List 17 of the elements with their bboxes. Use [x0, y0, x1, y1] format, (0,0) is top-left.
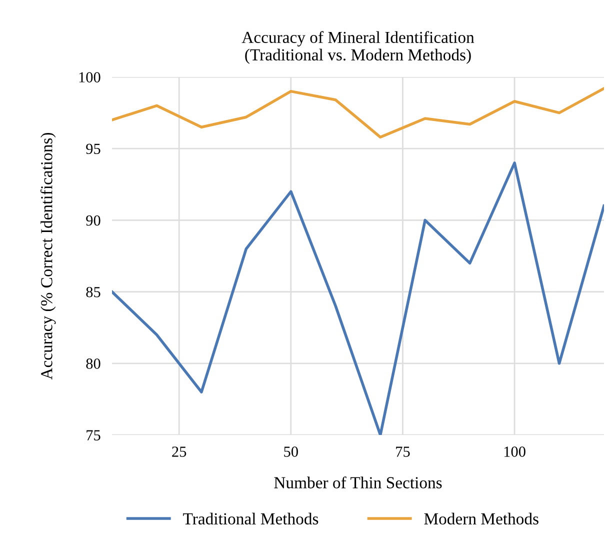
x-tick-label: 75: [396, 446, 410, 457]
y-tick-label: 85: [86, 286, 100, 298]
y-tick-label: 75: [86, 430, 100, 440]
legend-label: Traditional Methods: [183, 512, 318, 524]
y-tick-label: 100: [79, 72, 100, 82]
x-axis-title: Number of Thin Sections: [274, 476, 442, 488]
line-series: [112, 87, 604, 139]
chart-title: Accuracy of Mineral Identification (Traditional vs. Modern Methods): [242, 31, 474, 64]
line-series: [112, 162, 604, 435]
x-tick-label: 50: [284, 446, 298, 457]
x-tick-label: 25: [172, 446, 186, 457]
x-tick-label: 100: [504, 446, 526, 457]
y-tick-label: 80: [86, 358, 100, 369]
y-tick-label: 90: [86, 215, 100, 226]
y-axis-title: Accuracy (% Correct Identifications): [40, 132, 56, 380]
legend-label: Modern Methods: [424, 512, 538, 524]
y-tick-label: 95: [86, 144, 100, 154]
